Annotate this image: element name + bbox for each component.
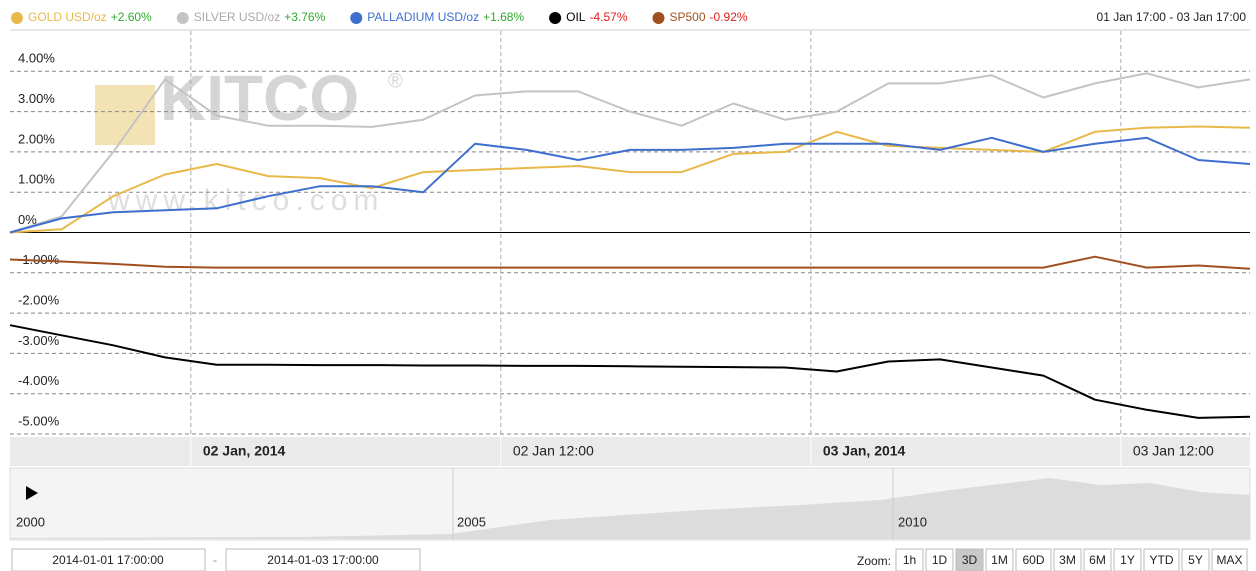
legend: GOLD USD/oz +2.60% SILVER USD/oz +3.76% PALL… bbox=[11, 10, 748, 24]
zoom-button[interactable] bbox=[985, 548, 1014, 571]
zoom-button[interactable] bbox=[895, 548, 924, 571]
legend-marker[interactable] bbox=[549, 12, 562, 24]
navigator-label: 2005 bbox=[457, 514, 486, 529]
zoom-button[interactable] bbox=[1211, 548, 1248, 571]
x-tick-label: 03 Jan, 2014 bbox=[823, 443, 906, 459]
legend-change: -4.57% bbox=[589, 10, 627, 24]
range-separator: - bbox=[213, 553, 217, 567]
y-tick-label: 0% bbox=[18, 212, 37, 227]
zoom-button[interactable] bbox=[955, 548, 984, 571]
zoom-button[interactable] bbox=[1083, 548, 1112, 571]
zoom-button-label[interactable]: 3D bbox=[962, 553, 978, 567]
plot-area: -5.00%-4.00%-3.00%-2.00%-1.00%0%1.00%2.0… bbox=[9, 29, 1251, 437]
legend-change: -0.92% bbox=[710, 10, 748, 24]
legend-marker[interactable] bbox=[176, 12, 189, 24]
series-line bbox=[9, 255, 1251, 270]
zoom-button-label[interactable]: 60D bbox=[1022, 553, 1044, 567]
zoom-button[interactable] bbox=[1053, 548, 1082, 571]
series-line bbox=[9, 136, 1251, 234]
x-axis: 02 Jan, 2014 02 Jan 12:00 03 Jan, 2014 03 J… bbox=[190, 437, 1214, 466]
zoom-button[interactable] bbox=[1015, 548, 1052, 571]
legend-name[interactable]: OIL bbox=[566, 10, 586, 24]
legend-change: +2.60% bbox=[111, 10, 152, 24]
legend-name[interactable]: PALLADIUM USD/oz bbox=[367, 10, 479, 24]
zoom-button[interactable] bbox=[1143, 548, 1180, 571]
navigator-area bbox=[10, 478, 1250, 539]
y-tick-label: -4.00% bbox=[18, 373, 60, 388]
y-tick-label: 3.00% bbox=[18, 91, 55, 106]
navigator: 2000 2005 2010 bbox=[9, 467, 1251, 541]
date-input-to: 2014-01-03 17:00:00 bbox=[267, 553, 379, 567]
navigator-label: 2010 bbox=[898, 514, 927, 529]
zoom-button[interactable] bbox=[1113, 548, 1142, 571]
y-tick-label: -5.00% bbox=[18, 413, 60, 428]
legend-marker[interactable] bbox=[350, 12, 363, 24]
y-tick-label: -2.00% bbox=[18, 293, 60, 308]
legend-marker[interactable] bbox=[652, 12, 665, 24]
zoom-button-label[interactable]: 6M bbox=[1089, 553, 1106, 567]
zoom-button-label[interactable]: 1D bbox=[932, 553, 948, 567]
x-tick-label: 03 Jan 12:00 bbox=[1133, 443, 1214, 459]
zoom-button-label[interactable]: 1M bbox=[991, 553, 1008, 567]
zoom-label: Zoom: bbox=[857, 554, 891, 568]
watermark-logo: KITCO bbox=[160, 62, 359, 134]
y-tick-label: 4.00% bbox=[18, 51, 55, 66]
date-range: 01 Jan 17:00 - 03 Jan 17:00 bbox=[1097, 10, 1247, 24]
zoom-button-label[interactable]: 1Y bbox=[1120, 553, 1135, 567]
y-tick-label: 2.00% bbox=[18, 131, 55, 146]
y-tick-label: 1.00% bbox=[18, 172, 55, 187]
play-button[interactable] bbox=[26, 486, 38, 500]
legend-change: +1.68% bbox=[483, 10, 524, 24]
legend-change: +3.76% bbox=[284, 10, 325, 24]
navigator-label: 2000 bbox=[16, 514, 45, 529]
zoom-button-label[interactable]: 1h bbox=[903, 553, 916, 567]
x-tick-label: 02 Jan 12:00 bbox=[513, 443, 594, 459]
zoom-button[interactable] bbox=[1181, 548, 1210, 571]
legend-name[interactable]: SP500 bbox=[670, 10, 706, 24]
legend-marker[interactable] bbox=[11, 12, 23, 24]
zoom-button-label[interactable]: YTD bbox=[1150, 553, 1174, 567]
zoom-controls: MAX 5Y YTD 1Y 6M 3M 60D 1M 3D 1D 1h Zoom: bbox=[857, 548, 1248, 571]
zoom-button-label[interactable]: 3M bbox=[1059, 553, 1076, 567]
y-tick-label: -3.00% bbox=[18, 333, 60, 348]
x-tick-label: 02 Jan, 2014 bbox=[203, 443, 286, 459]
watermark-url: www.kitco.com bbox=[107, 184, 384, 217]
legend-name[interactable]: SILVER USD/oz bbox=[194, 10, 280, 24]
date-input-from: 2014-01-01 17:00:00 bbox=[52, 553, 164, 567]
date-input[interactable] bbox=[225, 548, 421, 571]
legend-name[interactable]: GOLD USD/oz bbox=[28, 10, 107, 24]
series-line bbox=[9, 72, 1251, 234]
zoom-button[interactable] bbox=[925, 548, 954, 571]
watermark-registered: ® bbox=[388, 70, 403, 92]
date-input[interactable] bbox=[11, 548, 206, 571]
x-axis-band bbox=[10, 437, 1250, 466]
series-line bbox=[9, 324, 1251, 419]
zoom-button-label[interactable]: MAX bbox=[1216, 553, 1242, 567]
zoom-button-label[interactable]: 5Y bbox=[1188, 553, 1203, 567]
